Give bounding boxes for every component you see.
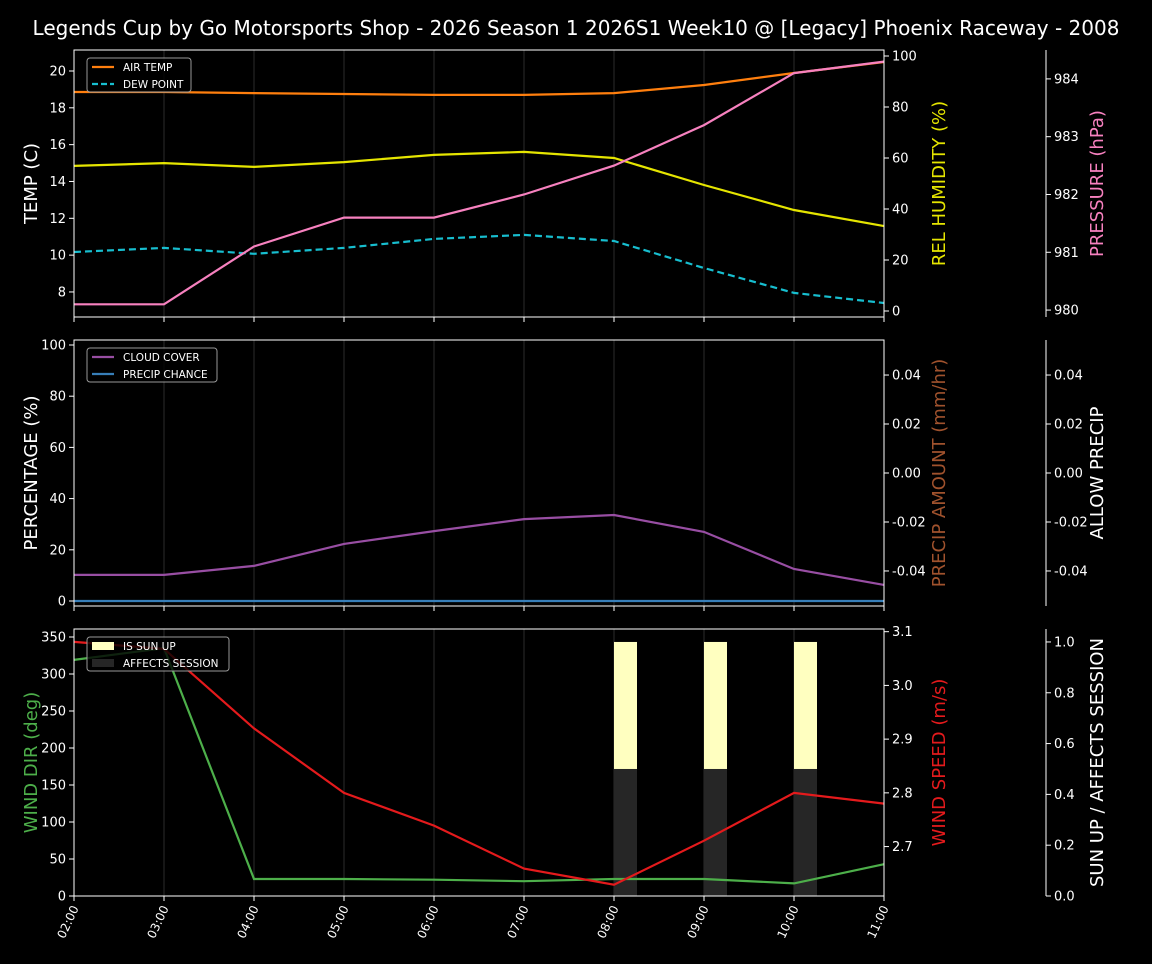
- legend: IS SUN UP AFFECTS SESSION: [86, 636, 230, 672]
- legend: AIR TEMP DEW POINT: [86, 57, 192, 93]
- y-tick-label: 0.4: [1054, 788, 1075, 803]
- y-tick-label: 0.02: [1054, 418, 1083, 433]
- series-line-right2: [74, 60, 885, 306]
- plot-frame: [73, 628, 885, 897]
- series-line-right: [73, 150, 885, 228]
- y-tick-label: -0.02: [892, 515, 926, 530]
- y-axis-label-left: PERCENTAGE (%): [21, 395, 42, 550]
- panel-1: 8 10 12 14 16 18 20 TEMP (C) 0 20 40 60 80 100 REL HUM…: [21, 49, 1108, 322]
- legend-label: PRECIP CHANCE: [123, 369, 208, 381]
- y-tick-label: 980: [1054, 304, 1079, 319]
- y-tick-label: 80: [892, 100, 909, 115]
- y-tick-label: 40: [49, 492, 66, 507]
- y-tick-label: 2.9: [892, 733, 913, 748]
- y-tick-label: 0.8: [1054, 686, 1075, 701]
- legend-label: AFFECTS SESSION: [123, 658, 219, 670]
- legend: CLOUD COVER PRECIP CHANCE: [86, 347, 218, 383]
- y-tick-label: 0.04: [892, 369, 921, 384]
- legend-frame: [86, 347, 218, 383]
- y-axis-label-right: WIND SPEED (m/s): [929, 679, 950, 847]
- y-tick-label: 16: [49, 138, 66, 153]
- y-tick-label: 80: [49, 390, 66, 405]
- y-tick-label: 350: [41, 630, 66, 645]
- panel-2: 0 20 40 60 80 100 PERCENTAGE (%) -0.04 -0.02 0.00…: [21, 338, 1108, 611]
- y-axis-label-left: WIND DIR (deg): [21, 692, 42, 834]
- y-tick-label: 40: [892, 203, 909, 218]
- y-tick-label: 150: [41, 778, 66, 793]
- y-tick-label: 20: [892, 254, 909, 269]
- y-tick-label: 14: [49, 175, 66, 190]
- y-tick-label: 1.0: [1054, 635, 1075, 650]
- bar-affects-session: [614, 768, 637, 896]
- y-tick-label: 18: [49, 101, 66, 116]
- y-tick-label: 20: [49, 543, 66, 558]
- series-line-left: [73, 646, 885, 885]
- y-tick-label: 60: [49, 441, 66, 456]
- y-axis-label-right2: PRESSURE (hPa): [1087, 110, 1108, 257]
- series-line-right: [73, 640, 885, 886]
- legend-swatch: [92, 642, 114, 650]
- y-tick-label: 8: [58, 285, 66, 300]
- y-axis-label-left: TEMP (C): [21, 143, 42, 225]
- plot-frame: [73, 49, 885, 318]
- y-tick-label: 0.0: [1054, 890, 1075, 905]
- legend-label: IS SUN UP: [123, 641, 176, 653]
- y-tick-label: 982: [1054, 188, 1079, 203]
- y-tick-label: 0.04: [1054, 369, 1083, 384]
- y-tick-label: 60: [892, 151, 909, 166]
- y-tick-label: 2.7: [892, 840, 913, 855]
- legend-frame: [86, 636, 230, 672]
- y-tick-label: 20: [49, 64, 66, 79]
- y-tick-label: 3.1: [892, 625, 913, 640]
- legend-label: CLOUD COVER: [123, 352, 200, 364]
- y-tick-label: 100: [41, 815, 66, 830]
- legend-label: AIR TEMP: [123, 62, 172, 74]
- y-tick-label: 983: [1054, 130, 1079, 145]
- legend-swatch: [92, 659, 114, 667]
- y-tick-label: 0.2: [1054, 839, 1075, 854]
- y-tick-label: 2.8: [892, 786, 913, 801]
- y-tick-label: 984: [1054, 72, 1079, 87]
- y-axis-label-right2: SUN UP / AFFECTS SESSION: [1087, 638, 1108, 887]
- y-tick-label: 300: [41, 667, 66, 682]
- y-axis-label-right2: ALLOW PRECIP: [1087, 406, 1108, 539]
- series-line-dew-point: [73, 233, 885, 305]
- y-tick-label: 50: [49, 852, 66, 867]
- y-tick-label: 0: [58, 890, 66, 905]
- series-line-air-temp: [74, 60, 885, 97]
- y-tick-label: 3.0: [892, 679, 913, 694]
- bar-affects-session: [794, 768, 817, 896]
- y-tick-label: 0: [892, 305, 900, 320]
- y-tick-label: 0.02: [892, 418, 921, 433]
- y-tick-label: -0.04: [1054, 564, 1088, 579]
- y-tick-label: 0: [58, 595, 66, 610]
- y-tick-label: 10: [49, 249, 66, 264]
- y-tick-label: 200: [41, 741, 66, 756]
- bar-affects-session: [704, 768, 727, 896]
- y-tick-label: 0.6: [1054, 737, 1075, 752]
- y-tick-label: 0.00: [892, 467, 921, 482]
- y-tick-label: 100: [892, 49, 917, 64]
- y-tick-label: -0.02: [1054, 515, 1088, 530]
- y-tick-label: -0.04: [892, 564, 926, 579]
- figure-title: Legends Cup by Go Motorsports Shop - 202…: [33, 16, 1120, 40]
- y-axis-label-right: REL HUMIDITY (%): [929, 101, 950, 266]
- y-tick-label: 981: [1054, 246, 1079, 261]
- y-axis-label-right: PRECIP AMOUNT (mm/hr): [929, 359, 950, 588]
- legend-label: DEW POINT: [123, 79, 184, 91]
- y-tick-label: 0.00: [1054, 467, 1083, 482]
- series-line-cloud-cover: [74, 513, 885, 586]
- y-tick-label: 250: [41, 704, 66, 719]
- y-tick-label: 100: [41, 338, 66, 353]
- y-tick-label: 12: [49, 212, 66, 227]
